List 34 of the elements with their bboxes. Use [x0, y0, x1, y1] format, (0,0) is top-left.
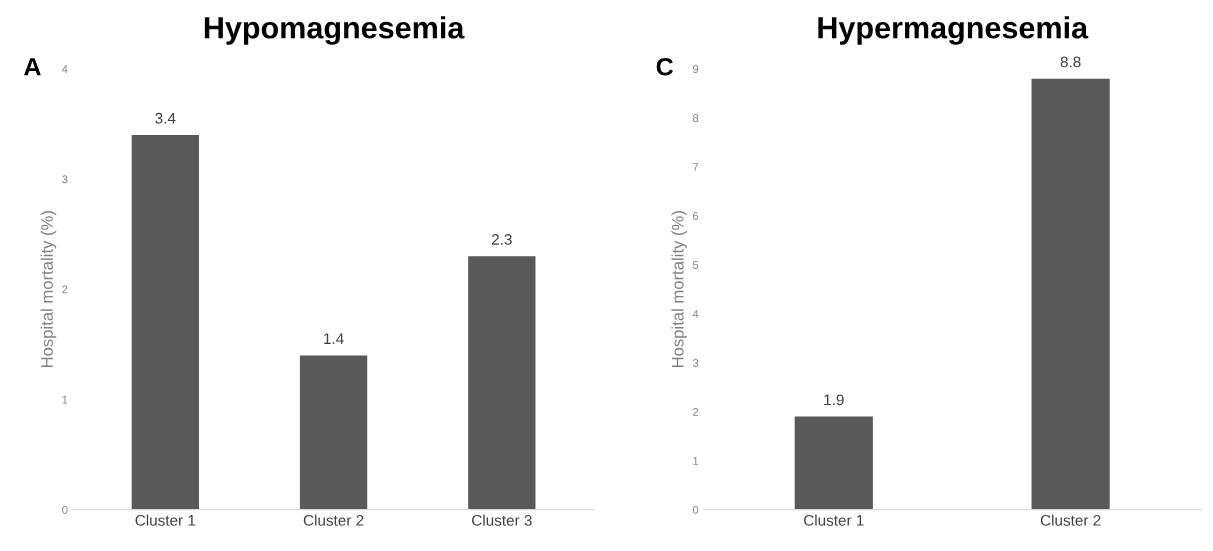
- x-tick-label: Cluster 1: [804, 514, 864, 526]
- bar: [468, 256, 536, 510]
- data-label: 8.8: [1060, 56, 1081, 68]
- y-tick-label: 8: [692, 114, 699, 122]
- text: A: [24, 58, 41, 76]
- y-tick-label: 0: [62, 505, 68, 514]
- y-tick-label: 1: [693, 457, 699, 465]
- y-tick-label: 2: [62, 285, 68, 294]
- data-label: 2.3: [491, 234, 512, 245]
- y-tick-label: 3: [62, 175, 68, 184]
- bar: [299, 355, 368, 510]
- y-tick-label: 5: [692, 261, 699, 269]
- y-tick-label: 4: [692, 310, 699, 318]
- bar: [131, 134, 199, 510]
- data-label: 1.4: [324, 333, 344, 344]
- y-axis-title: Hospital mortality (%): [671, 211, 687, 368]
- chart-title: Hypermagnesemia: [818, 16, 1089, 45]
- y-tick-label: 3: [692, 359, 699, 367]
- y-tick-label: 4: [62, 65, 68, 73]
- y-tick-label: 6: [693, 212, 699, 220]
- x-tick-label: Cluster 2: [1040, 514, 1101, 526]
- x-tick-label: Cluster 2: [303, 514, 364, 526]
- x-tick-label: Cluster 1: [135, 514, 196, 526]
- y-axis-title: Hospital mortality (%): [40, 211, 57, 368]
- y-tick-label: 0: [692, 505, 699, 514]
- data-label: 3.4: [155, 112, 176, 124]
- data-label: 1.9: [824, 394, 844, 406]
- y-tick-label: 7: [693, 163, 699, 171]
- y-tick-label: 9: [693, 65, 699, 74]
- text: C: [656, 57, 674, 76]
- x-tick-label: Cluster 3: [472, 514, 532, 526]
- y-tick-label: 1: [62, 395, 68, 404]
- chart-title: Hypomagnesemia: [204, 16, 465, 45]
- y-tick-label: 2: [693, 407, 699, 416]
